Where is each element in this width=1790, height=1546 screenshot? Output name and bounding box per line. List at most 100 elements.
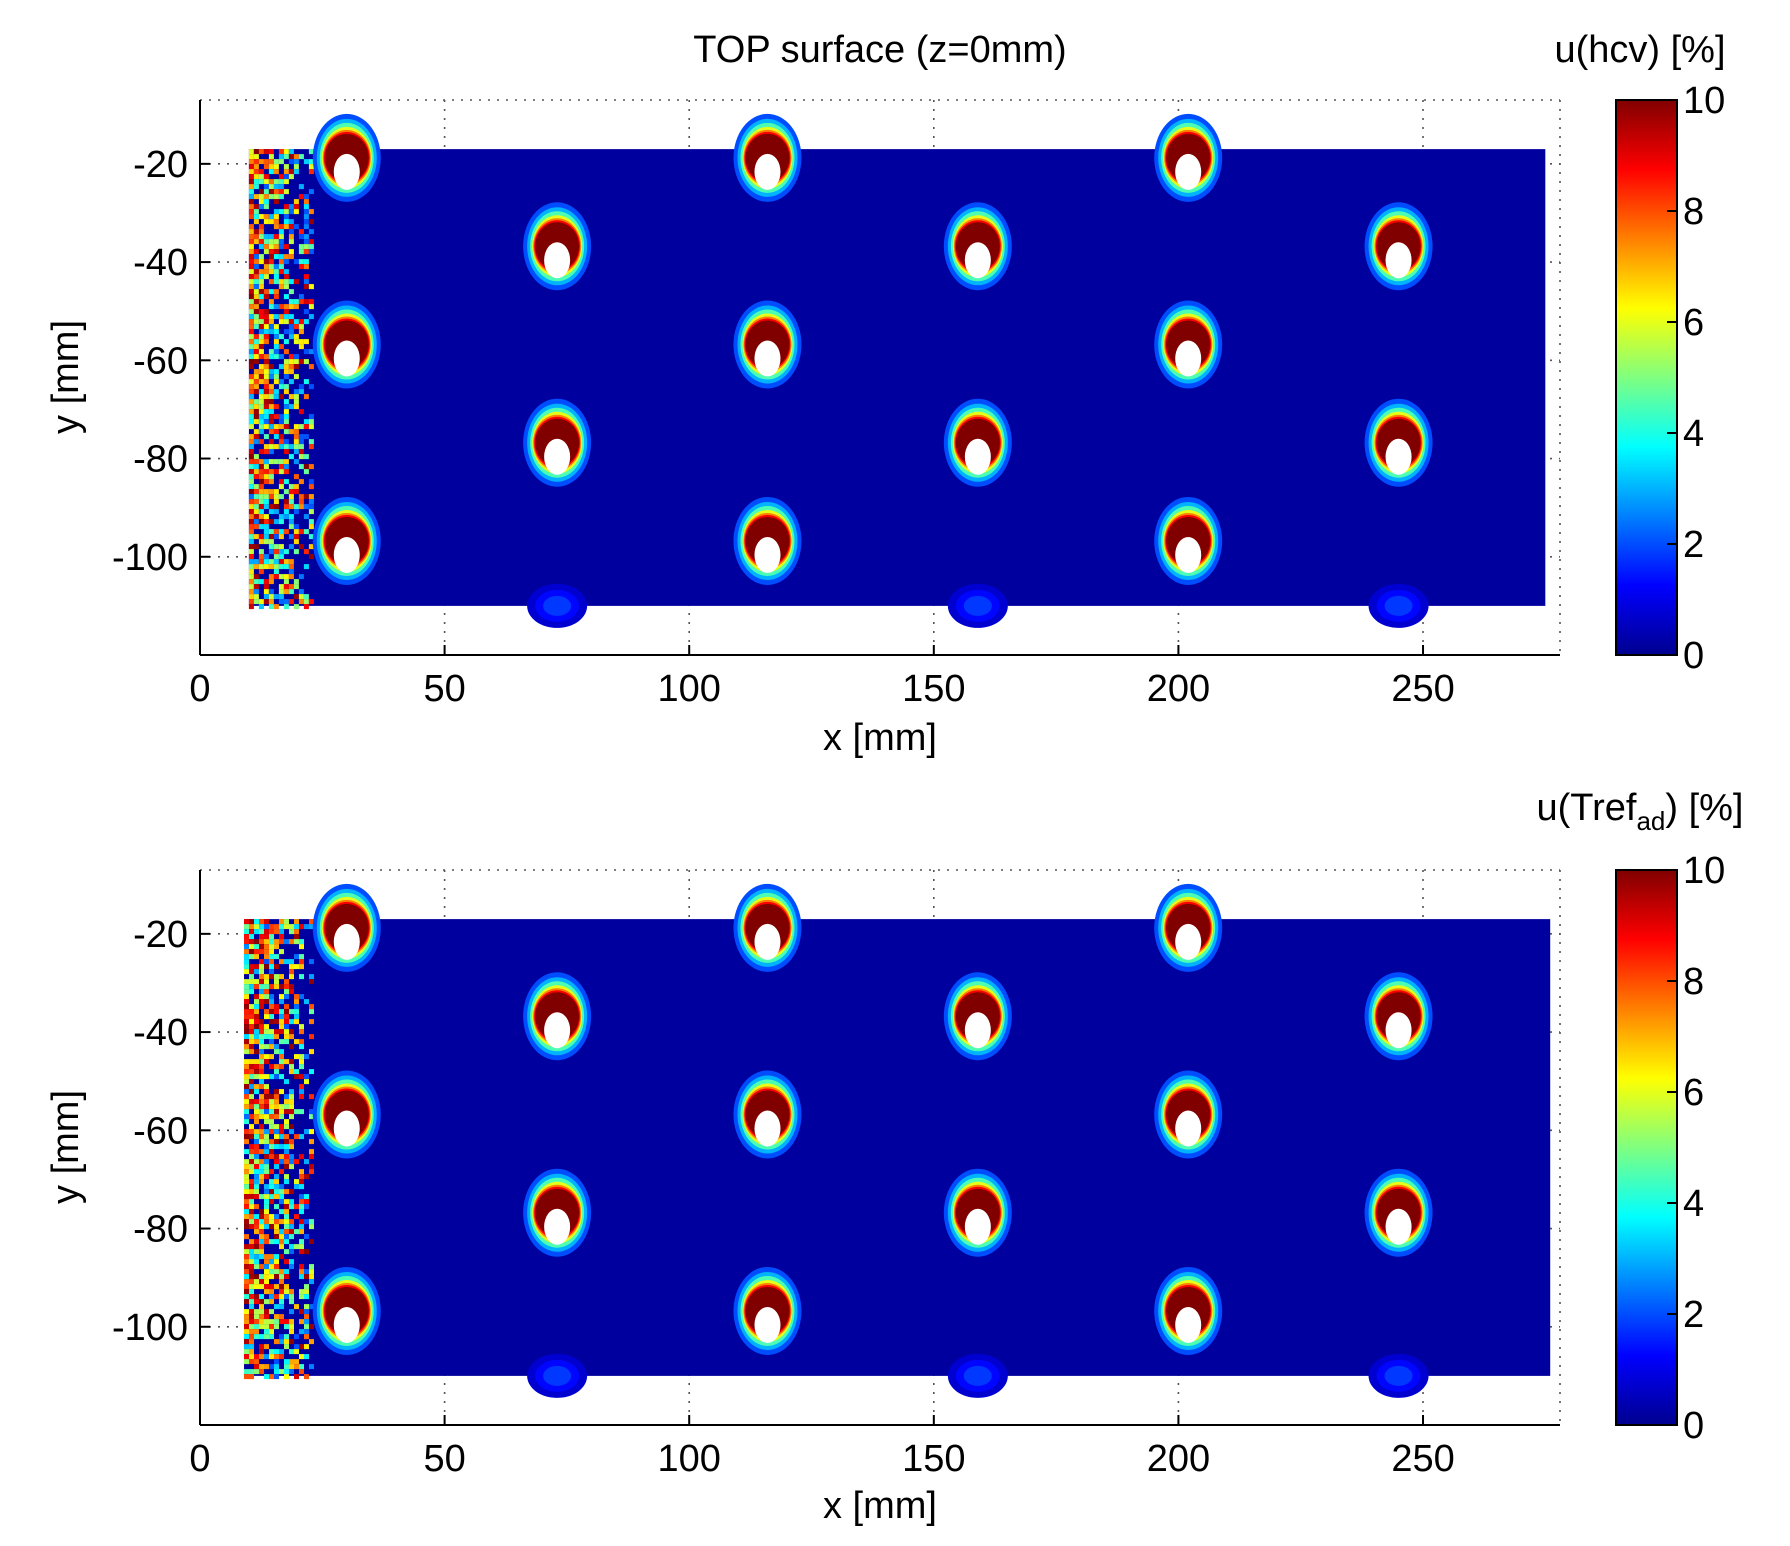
noise-cell <box>249 1359 254 1365</box>
hotspot <box>527 583 588 628</box>
noise-cell <box>273 564 279 570</box>
noise-cell <box>264 1129 269 1135</box>
noise-cell <box>279 984 284 990</box>
noise-cell <box>263 309 269 315</box>
noise-cell <box>299 1309 304 1315</box>
noise-cell <box>283 294 289 300</box>
noise-cell <box>289 939 294 945</box>
noise-cell <box>254 1099 259 1105</box>
noise-cell <box>248 264 254 270</box>
noise-cell <box>259 984 264 990</box>
noise-cell <box>254 1029 259 1035</box>
noise-cell <box>263 424 269 430</box>
hotspot <box>943 972 1012 1061</box>
noise-cell <box>253 299 259 305</box>
noise-cell <box>293 504 299 510</box>
noise-cell <box>294 1334 299 1340</box>
noise-cell <box>259 1344 264 1350</box>
noise-cell <box>298 294 304 300</box>
noise-cell <box>284 1234 289 1240</box>
noise-cell <box>264 1319 269 1325</box>
noise-cell <box>253 579 259 585</box>
noise-cell <box>258 489 264 495</box>
noise-cell <box>289 1129 294 1135</box>
noise-cell <box>283 174 289 180</box>
noise-cell <box>298 229 304 235</box>
noise-cell <box>293 524 299 530</box>
noise-cell <box>254 1139 259 1145</box>
noise-cell <box>283 464 289 470</box>
noise-cell <box>263 579 269 585</box>
noise-cell <box>248 329 254 335</box>
noise-cell <box>253 184 259 190</box>
noise-cell <box>288 234 294 240</box>
noise-cell <box>258 279 264 285</box>
noise-cell <box>248 254 254 260</box>
noise-cell <box>258 239 264 245</box>
noise-cell <box>244 984 249 990</box>
noise-cell <box>259 1159 264 1165</box>
noise-cell <box>299 1039 304 1045</box>
noise-cell <box>289 984 294 990</box>
noise-cell <box>289 1259 294 1265</box>
noise-cell <box>273 194 279 200</box>
noise-cell <box>274 1254 279 1260</box>
noise-cell <box>283 309 289 315</box>
noise-cell <box>299 1354 304 1360</box>
noise-cell <box>268 439 274 445</box>
noise-cell <box>289 1059 294 1065</box>
noise-cell <box>249 1284 254 1290</box>
noise-cell <box>278 314 284 320</box>
noise-cell <box>244 964 249 970</box>
noise-cell <box>289 1164 294 1170</box>
noise-cell <box>273 349 279 355</box>
noise-cell <box>258 149 264 155</box>
y-axis-label: y [mm] <box>45 1090 87 1204</box>
noise-cell <box>259 959 264 965</box>
noise-cell <box>248 584 254 590</box>
noise-cell <box>264 1289 269 1295</box>
noise-cell <box>308 169 314 175</box>
noise-cell <box>258 284 264 290</box>
noise-cell <box>248 174 254 180</box>
noise-cell <box>303 259 309 265</box>
noise-cell <box>263 199 269 205</box>
noise-cell <box>293 604 299 610</box>
colorbar-tick-label: 0 <box>1683 635 1704 677</box>
noise-cell <box>288 224 294 230</box>
hotspot-core <box>1385 438 1412 475</box>
noise-cell <box>289 1309 294 1315</box>
noise-cell <box>259 1354 264 1360</box>
noise-cell <box>263 434 269 440</box>
y-tick-label: -100 <box>112 1307 188 1349</box>
noise-cell <box>274 1339 279 1345</box>
noise-cell <box>253 194 259 200</box>
noise-cell <box>259 1109 264 1115</box>
noise-cell <box>284 1344 289 1350</box>
noise-cell <box>273 379 279 385</box>
noise-cell <box>273 499 279 505</box>
noise-cell <box>258 564 264 570</box>
noise-cell <box>284 1034 289 1040</box>
noise-cell <box>264 1334 269 1340</box>
noise-cell <box>244 919 249 925</box>
noise-cell <box>253 414 259 420</box>
noise-cell <box>263 524 269 530</box>
noise-cell <box>268 399 274 405</box>
noise-cell <box>308 219 314 225</box>
hotspot <box>1364 398 1433 487</box>
noise-cell <box>303 199 309 205</box>
noise-cell <box>259 1239 264 1245</box>
noise-cell <box>268 419 274 425</box>
noise-cell <box>244 1279 249 1285</box>
noise-cell <box>309 1034 314 1040</box>
noise-cell <box>269 954 274 960</box>
noise-cell <box>288 364 294 370</box>
noise-cell <box>263 249 269 255</box>
noise-cell <box>278 229 284 235</box>
noise-cell <box>304 1054 309 1060</box>
noise-cell <box>244 954 249 960</box>
x-tick-label: 100 <box>658 1438 721 1480</box>
noise-cell <box>284 1369 289 1375</box>
